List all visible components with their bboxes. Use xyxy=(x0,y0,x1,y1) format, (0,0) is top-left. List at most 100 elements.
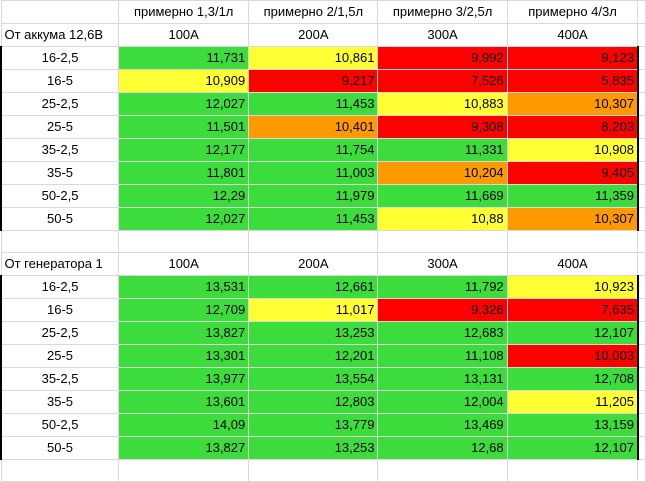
value-cell[interactable]: 10,401 xyxy=(248,115,379,139)
empty-cell[interactable] xyxy=(637,252,646,276)
empty-cell[interactable] xyxy=(118,459,250,482)
column-header-cell[interactable]: 400А xyxy=(506,252,639,276)
value-cell[interactable]: 10,883 xyxy=(377,92,508,116)
column-header-cell[interactable]: 200А xyxy=(248,252,379,276)
value-cell[interactable]: 12,708 xyxy=(506,367,639,391)
empty-cell[interactable] xyxy=(637,92,646,116)
value-cell[interactable]: 11,501 xyxy=(118,115,250,139)
value-cell[interactable]: 13,253 xyxy=(248,321,379,345)
empty-cell[interactable] xyxy=(637,23,646,47)
value-cell[interactable]: 7,635 xyxy=(506,298,639,322)
empty-cell[interactable] xyxy=(377,230,508,253)
value-cell[interactable]: 11,205 xyxy=(506,390,639,414)
value-cell[interactable]: 12,177 xyxy=(118,138,250,162)
value-cell[interactable]: 10,908 xyxy=(506,138,639,162)
row-label-cell[interactable]: 25-5 xyxy=(0,344,120,368)
empty-cell[interactable] xyxy=(377,459,508,482)
value-cell[interactable]: 12,803 xyxy=(248,390,379,414)
value-cell[interactable]: 9,308 xyxy=(377,115,508,139)
empty-cell[interactable] xyxy=(637,46,646,70)
value-cell[interactable]: 12,027 xyxy=(118,92,250,116)
value-cell[interactable]: 11,801 xyxy=(118,161,250,185)
column-header-cell[interactable]: 400А xyxy=(506,23,639,47)
value-cell[interactable]: 10,909 xyxy=(118,69,250,93)
value-cell[interactable]: 13,159 xyxy=(506,413,639,437)
value-cell[interactable]: 9,992 xyxy=(377,46,508,70)
empty-cell[interactable] xyxy=(637,459,646,482)
value-cell[interactable]: 11,754 xyxy=(248,138,379,162)
row-label-cell[interactable]: 50-2,5 xyxy=(0,413,120,437)
value-cell[interactable]: 9,405 xyxy=(506,161,639,185)
empty-cell[interactable] xyxy=(506,230,639,253)
value-cell[interactable]: 10,307 xyxy=(506,207,639,231)
value-cell[interactable]: 11,359 xyxy=(506,184,639,208)
value-cell[interactable]: 12,027 xyxy=(118,207,250,231)
column-header-cell[interactable]: 200А xyxy=(248,23,379,47)
value-cell[interactable]: 13,827 xyxy=(118,436,250,460)
empty-cell[interactable] xyxy=(637,344,646,368)
empty-cell[interactable] xyxy=(0,459,120,482)
value-cell[interactable]: 10,88 xyxy=(377,207,508,231)
row-label-cell[interactable]: 35-5 xyxy=(0,390,120,414)
empty-cell[interactable] xyxy=(637,436,646,460)
empty-cell[interactable] xyxy=(637,161,646,185)
value-cell[interactable]: 10,923 xyxy=(506,275,639,299)
value-cell[interactable]: 7,526 xyxy=(377,69,508,93)
row-label-cell[interactable]: 16-5 xyxy=(0,298,120,322)
empty-cell[interactable] xyxy=(637,298,646,322)
empty-cell[interactable] xyxy=(118,230,250,253)
value-cell[interactable]: 12,29 xyxy=(118,184,250,208)
top-header-cell[interactable]: примерно 2/1,5л xyxy=(248,0,379,24)
row-label-cell[interactable]: 50-2,5 xyxy=(0,184,120,208)
empty-cell[interactable] xyxy=(506,459,639,482)
value-cell[interactable]: 11,979 xyxy=(248,184,379,208)
value-cell[interactable]: 11,731 xyxy=(118,46,250,70)
value-cell[interactable]: 12,683 xyxy=(377,321,508,345)
row-label-cell[interactable]: 25-2,5 xyxy=(0,321,120,345)
value-cell[interactable]: 12,004 xyxy=(377,390,508,414)
table-title-cell[interactable]: От аккума 12,6В xyxy=(0,23,120,47)
column-header-cell[interactable]: 300А xyxy=(377,23,508,47)
value-cell[interactable]: 13,779 xyxy=(248,413,379,437)
value-cell[interactable]: 11,003 xyxy=(248,161,379,185)
value-cell[interactable]: 11,669 xyxy=(377,184,508,208)
empty-cell[interactable] xyxy=(637,321,646,345)
top-header-cell[interactable]: примерно 1,3/1л xyxy=(118,0,250,24)
value-cell[interactable]: 13,253 xyxy=(248,436,379,460)
empty-cell[interactable] xyxy=(637,115,646,139)
empty-cell[interactable] xyxy=(0,230,120,253)
value-cell[interactable]: 12,107 xyxy=(506,321,639,345)
value-cell[interactable]: 13,554 xyxy=(248,367,379,391)
empty-cell[interactable] xyxy=(637,367,646,391)
value-cell[interactable]: 13,977 xyxy=(118,367,250,391)
value-cell[interactable]: 12,709 xyxy=(118,298,250,322)
row-label-cell[interactable]: 50-5 xyxy=(0,207,120,231)
table-title-cell[interactable]: От генератора 1 xyxy=(0,252,120,276)
value-cell[interactable]: 9,123 xyxy=(506,46,639,70)
value-cell[interactable]: 11,453 xyxy=(248,207,379,231)
value-cell[interactable]: 12,107 xyxy=(506,436,639,460)
empty-cell[interactable] xyxy=(637,207,646,231)
empty-cell[interactable] xyxy=(637,390,646,414)
value-cell[interactable]: 9,326 xyxy=(377,298,508,322)
empty-cell[interactable] xyxy=(637,413,646,437)
row-label-cell[interactable]: 35-5 xyxy=(0,161,120,185)
row-label-cell[interactable]: 35-2,5 xyxy=(0,367,120,391)
value-cell[interactable]: 13,601 xyxy=(118,390,250,414)
value-cell[interactable]: 11,017 xyxy=(248,298,379,322)
column-header-cell[interactable]: 300А xyxy=(377,252,508,276)
value-cell[interactable]: 13,827 xyxy=(118,321,250,345)
empty-cell[interactable] xyxy=(637,138,646,162)
value-cell[interactable]: 10,307 xyxy=(506,92,639,116)
empty-cell[interactable] xyxy=(248,459,379,482)
value-cell[interactable]: 14,09 xyxy=(118,413,250,437)
empty-cell[interactable] xyxy=(637,69,646,93)
row-label-cell[interactable]: 50-5 xyxy=(0,436,120,460)
empty-cell[interactable] xyxy=(248,230,379,253)
value-cell[interactable]: 10,003 xyxy=(506,344,639,368)
row-label-cell[interactable]: 16-5 xyxy=(0,69,120,93)
empty-cell[interactable] xyxy=(637,184,646,208)
value-cell[interactable]: 13,531 xyxy=(118,275,250,299)
empty-cell[interactable] xyxy=(637,0,646,24)
empty-cell[interactable] xyxy=(0,0,120,24)
